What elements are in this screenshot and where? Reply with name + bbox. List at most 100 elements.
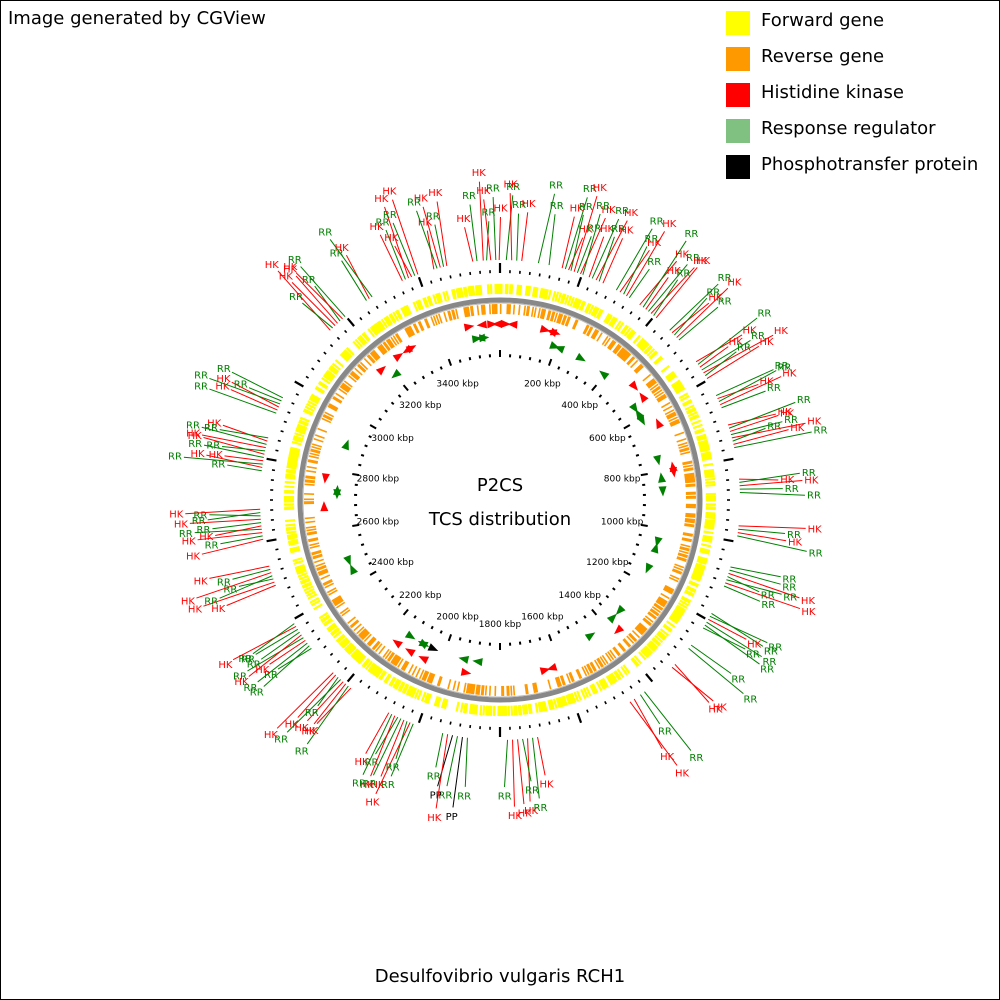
- reverse-gene-mark: [684, 479, 696, 482]
- reverse-gene-mark: [557, 313, 562, 324]
- reverse-gene-mark: [670, 421, 681, 427]
- forward-gene-mark: [339, 353, 349, 362]
- forward-gene-mark: [529, 703, 533, 714]
- inner-feature-marker: [653, 454, 661, 466]
- feature-label: HK: [169, 510, 184, 521]
- feature-label: HK: [476, 186, 491, 197]
- inner-feature-marker: [343, 554, 351, 566]
- scale-tick-label: 2800 kbp: [357, 474, 400, 484]
- forward-gene-mark: [701, 454, 712, 459]
- forward-gene-mark: [285, 523, 296, 527]
- forward-gene-mark: [705, 483, 716, 487]
- inner-feature-marker: [392, 352, 404, 362]
- reverse-gene-mark: [354, 367, 363, 376]
- reverse-gene-mark: [685, 512, 696, 516]
- feature-callout-line: [653, 279, 679, 316]
- forward-gene-mark: [397, 681, 405, 692]
- reverse-gene-mark: [311, 549, 322, 555]
- reverse-gene-mark: [635, 626, 644, 635]
- forward-gene-mark: [561, 696, 567, 707]
- forward-gene-mark: [625, 329, 634, 339]
- legend-swatch: [726, 47, 750, 71]
- reverse-gene-mark: [341, 383, 351, 391]
- forward-gene-mark: [521, 704, 526, 715]
- forward-gene-mark: [437, 292, 443, 303]
- feature-label: HK: [199, 532, 214, 543]
- forward-gene-mark: [456, 287, 462, 299]
- outer-tick: [595, 705, 598, 709]
- reverse-gene-mark: [404, 328, 411, 338]
- reverse-gene-mark: [332, 396, 343, 403]
- inner-feature-marker: [476, 320, 487, 329]
- feature-callout-line: [317, 676, 339, 707]
- forward-gene-mark: [643, 344, 652, 354]
- feature-label: HK: [370, 222, 385, 233]
- outer-tick: [411, 709, 414, 713]
- reverse-gene-mark: [530, 306, 535, 317]
- reverse-gene-mark: [357, 363, 367, 372]
- feature-label: HK: [181, 596, 196, 607]
- reverse-gene-mark: [561, 675, 566, 686]
- feature-callout-line: [257, 642, 308, 683]
- feature-label: RR: [760, 664, 774, 675]
- outer-tick: [323, 351, 327, 355]
- reverse-gene-mark: [542, 309, 547, 320]
- scale-tick-label: 600 kbp: [589, 434, 626, 444]
- inner-feature-marker: [650, 542, 659, 554]
- outer-tick-ring: [266, 263, 734, 737]
- forward-gene-mark: [351, 649, 360, 659]
- reverse-gene-mark: [525, 305, 529, 317]
- forward-gene-mark: [605, 675, 613, 686]
- reverse-gene-mark: [682, 532, 694, 536]
- scale-tick: [623, 424, 631, 430]
- feature-label: RR: [188, 439, 202, 450]
- reverse-gene-mark: [672, 568, 683, 574]
- forward-gene-mark: [342, 350, 352, 359]
- feature-label: RR: [168, 452, 182, 463]
- forward-gene-mark: [304, 405, 315, 412]
- forward-gene-mark: [393, 679, 401, 690]
- scale-tick: [378, 579, 383, 583]
- inner-feature-marker: [606, 613, 617, 624]
- feature-label: HK: [600, 224, 615, 235]
- forward-gene-mark: [422, 297, 428, 308]
- inner-feature-marker: [321, 473, 330, 484]
- forward-gene-mark: [565, 694, 571, 705]
- forward-gene-mark: [694, 566, 705, 573]
- feature-callout-line: [728, 572, 800, 599]
- reverse-gene-mark: [634, 627, 643, 636]
- outer-tick: [266, 538, 277, 543]
- feature-label: HK: [190, 449, 205, 460]
- scale-tick: [421, 375, 426, 380]
- reverse-gene-mark: [635, 365, 644, 374]
- reverse-gene-mark: [561, 314, 566, 325]
- feature-label: HK: [216, 374, 231, 385]
- feature-label: HK: [602, 205, 617, 216]
- reverse-gene-mark: [335, 392, 345, 400]
- feature-label: RR: [386, 763, 400, 774]
- outer-tick: [538, 273, 541, 277]
- forward-gene-mark: [704, 473, 715, 477]
- outer-tick: [637, 317, 641, 321]
- feature-callout-line: [671, 666, 714, 702]
- forward-gene-mark: [609, 317, 617, 327]
- feature-label: HK: [354, 757, 369, 768]
- feature-callout-line: [194, 528, 262, 534]
- feature-label: RR: [596, 201, 610, 212]
- reverse-gene-mark: [413, 323, 420, 333]
- feature-callout-line: [231, 371, 284, 399]
- forward-gene-mark: [462, 702, 467, 714]
- feature-callout-line: [329, 239, 373, 298]
- forward-gene-mark: [653, 355, 663, 365]
- forward-gene-mark: [695, 562, 706, 568]
- reverse-gene-mark: [668, 416, 678, 423]
- forward-gene-mark: [295, 427, 306, 434]
- feature-callout-line: [564, 197, 588, 270]
- forward-gene-mark: [674, 607, 685, 615]
- feature-label: HK: [283, 265, 298, 276]
- scale-tick: [583, 381, 587, 385]
- forward-gene-mark: [375, 668, 384, 678]
- forward-gene-mark: [340, 352, 350, 361]
- feature-callout-line: [708, 618, 747, 640]
- reverse-gene-mark: [608, 340, 616, 350]
